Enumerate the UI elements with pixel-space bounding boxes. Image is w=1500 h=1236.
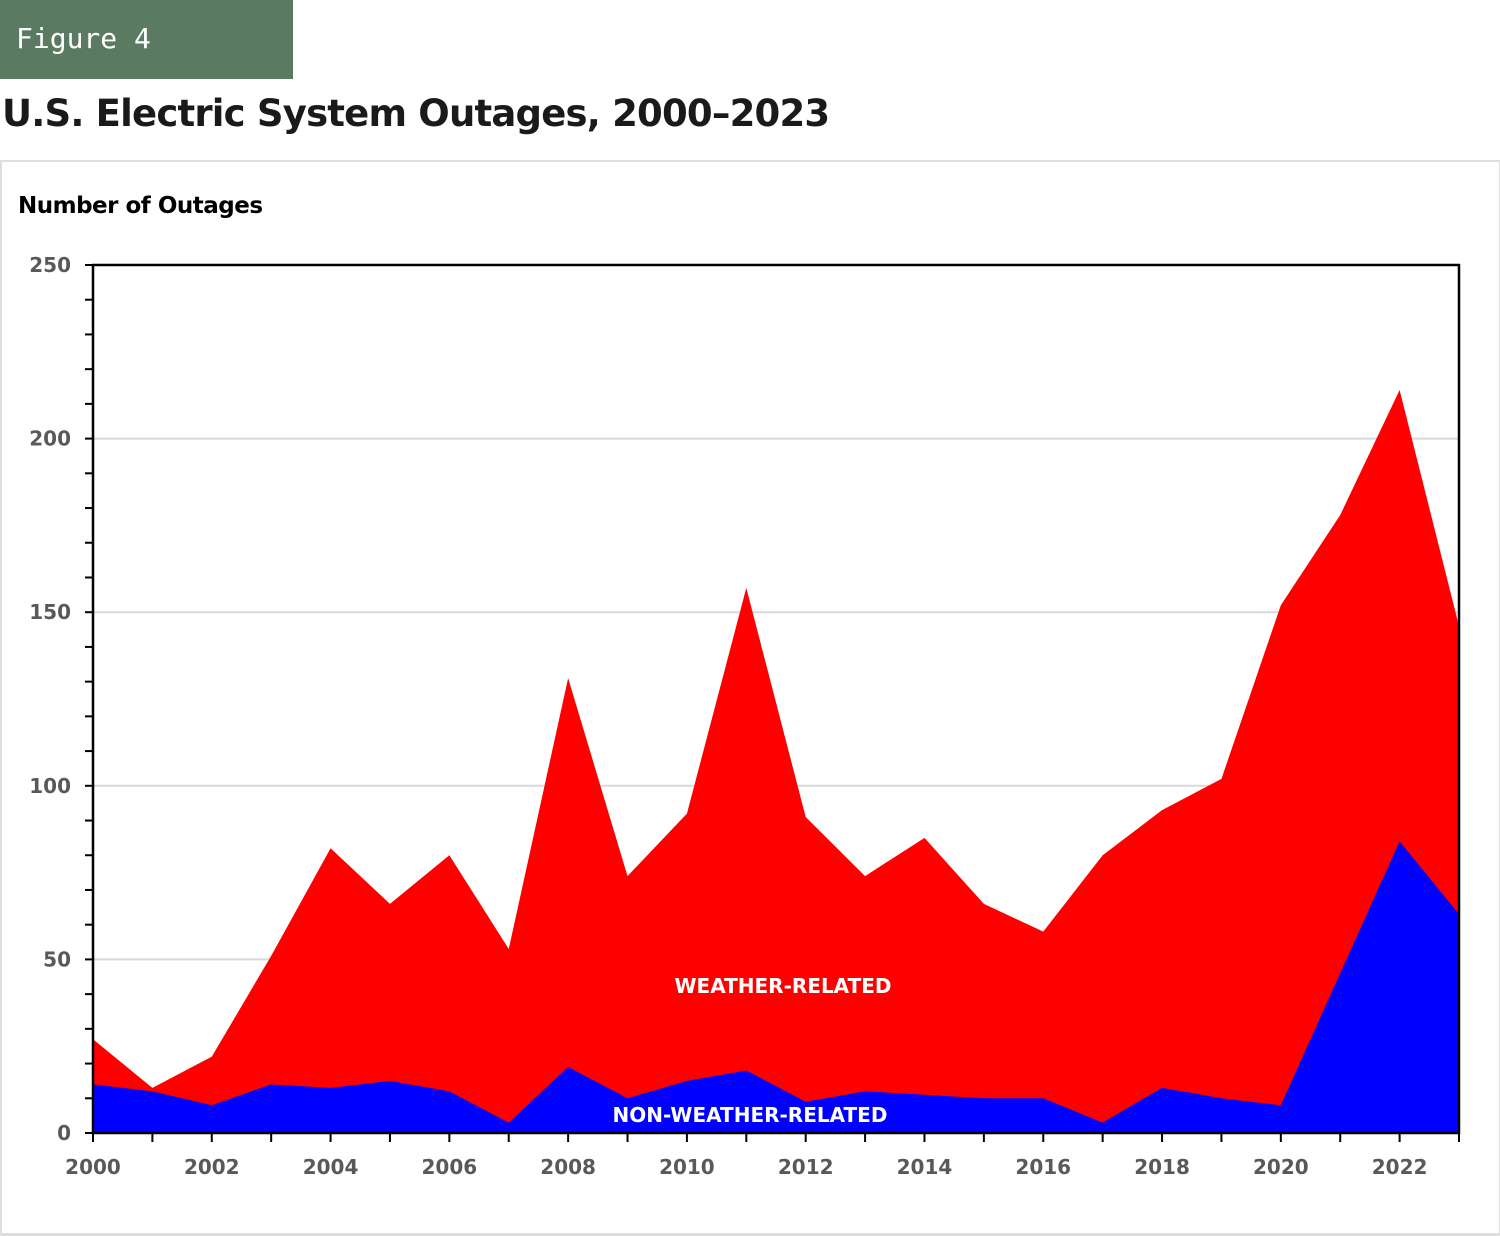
- x-tick-label: 2014: [897, 1155, 953, 1179]
- x-tick-label: 2006: [422, 1155, 478, 1179]
- x-tick-label: 2016: [1015, 1155, 1071, 1179]
- y-tick-label: 0: [57, 1121, 71, 1145]
- x-tick-label: 2018: [1134, 1155, 1190, 1179]
- stacked-areas: [93, 389, 1459, 1133]
- x-tick-label: 2022: [1372, 1155, 1428, 1179]
- y-tick-label: 100: [29, 774, 71, 798]
- weather-related-area: [93, 389, 1459, 1133]
- y-tick-labels: 0 50 100 150 200 250: [29, 253, 71, 1145]
- x-tick-label: 2010: [659, 1155, 715, 1179]
- figure-tag-label: Figure 4: [16, 22, 151, 55]
- x-tick-label: 2004: [303, 1155, 359, 1179]
- y-tick-label: 150: [29, 600, 71, 624]
- weather-related-label: WEATHER-RELATED: [674, 974, 891, 998]
- non-weather-related-area: [93, 841, 1459, 1133]
- x-tick-label: 2012: [778, 1155, 834, 1179]
- plot-area-border: [91, 263, 1461, 1135]
- y-axis-title: Number of Outages: [18, 193, 263, 219]
- figure-tag: Figure 4: [0, 0, 293, 79]
- non-weather-related-label: NON-WEATHER-RELATED: [613, 1103, 888, 1127]
- x-tick-label: 2002: [184, 1155, 240, 1179]
- y-tick-label: 200: [29, 427, 71, 451]
- y-tick-label: 250: [29, 253, 71, 277]
- x-tick-labels: 2000 2002 2004 2006 2008 2010 2012 2014 2016 2018…: [65, 1155, 1427, 1179]
- axes: [85, 263, 1461, 1142]
- chart-title: U.S. Electric System Outages, 2000–2023: [2, 92, 830, 135]
- x-tick-label: 2000: [65, 1155, 121, 1179]
- y-tick-label: 50: [43, 947, 71, 971]
- x-tick-label: 2008: [540, 1155, 596, 1179]
- x-tick-label: 2020: [1253, 1155, 1309, 1179]
